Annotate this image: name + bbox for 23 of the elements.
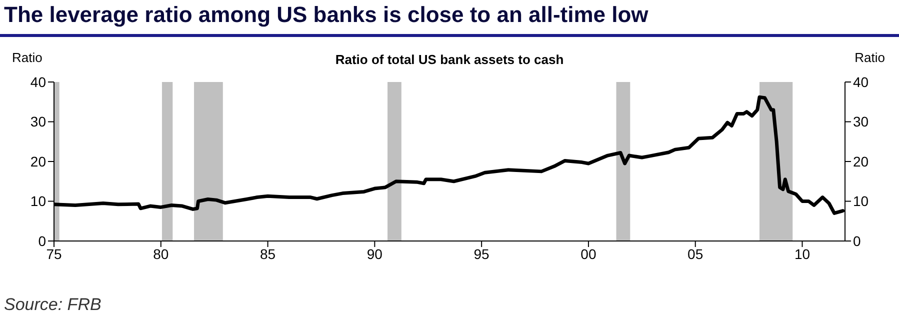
y-tick-label: 0 — [38, 232, 46, 249]
x-tick-label: 95 — [474, 246, 490, 262]
y2-tick-label: 10 — [853, 193, 869, 210]
x-tick-label: 90 — [366, 246, 383, 262]
y-tick-label: 40 — [30, 74, 46, 90]
x-tick-label: 00 — [580, 246, 596, 262]
y2-tick-label: 30 — [853, 114, 869, 130]
y2-tick-label: 20 — [853, 153, 869, 170]
chart-title: The leverage ratio among US banks is close to an all-time low — [4, 2, 648, 28]
x-tick-label: 05 — [688, 246, 704, 262]
chart-subtitle: Ratio of total US bank assets to cash — [335, 52, 564, 67]
x-tick-label: 80 — [153, 246, 169, 262]
y-tick-label: 30 — [30, 114, 46, 130]
x-tick-label: 75 — [46, 246, 62, 262]
y-axis-title: Ratio — [12, 50, 42, 65]
y2-tick-label: 0 — [853, 232, 861, 249]
y2-axis-title: Ratio — [854, 50, 885, 65]
x-tick-label: 85 — [260, 246, 276, 262]
y2-tick-label: 40 — [853, 74, 869, 90]
y-tick-label: 10 — [30, 193, 46, 210]
source-note: Source: FRB — [4, 295, 102, 315]
y-tick-label: 20 — [30, 153, 46, 170]
x-tick-label: 10 — [794, 246, 810, 262]
